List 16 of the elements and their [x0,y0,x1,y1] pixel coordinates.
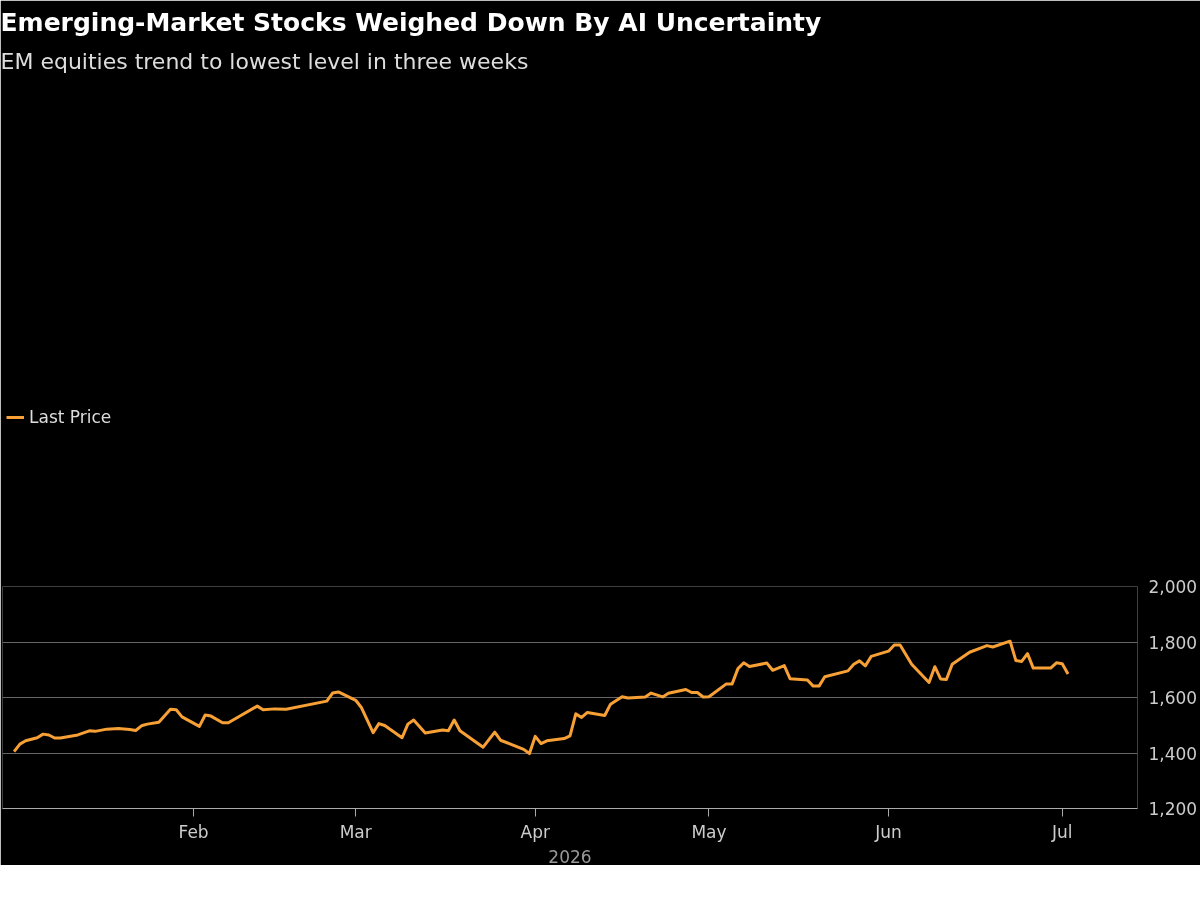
y-tick-label: 1,200 [1148,799,1198,819]
chart-title: Emerging-Market Stocks Weighed Down By AI Uncertainty [0,7,822,37]
x-tick-label: Apr [520,821,550,842]
chart-subtitle: EM equities trend to lowest level in three weeks [0,48,529,74]
x-tick-label: Jul [1050,821,1073,842]
legend-label: Last Price [29,407,112,428]
x-tick-label: May [691,821,727,842]
x-axis-title: 2026 [548,846,592,867]
y-tick-label: 1,600 [1148,688,1198,708]
line-series [12,639,1070,756]
y-tick-label: 2,000 [1148,577,1198,597]
x-tick-label: Jun [874,821,902,842]
y-tick-label: 1,400 [1148,743,1198,764]
x-tick-label: Mar [339,821,372,842]
y-tick-label: 1,800 [1148,632,1198,653]
x-tick-label: Feb [178,821,209,842]
